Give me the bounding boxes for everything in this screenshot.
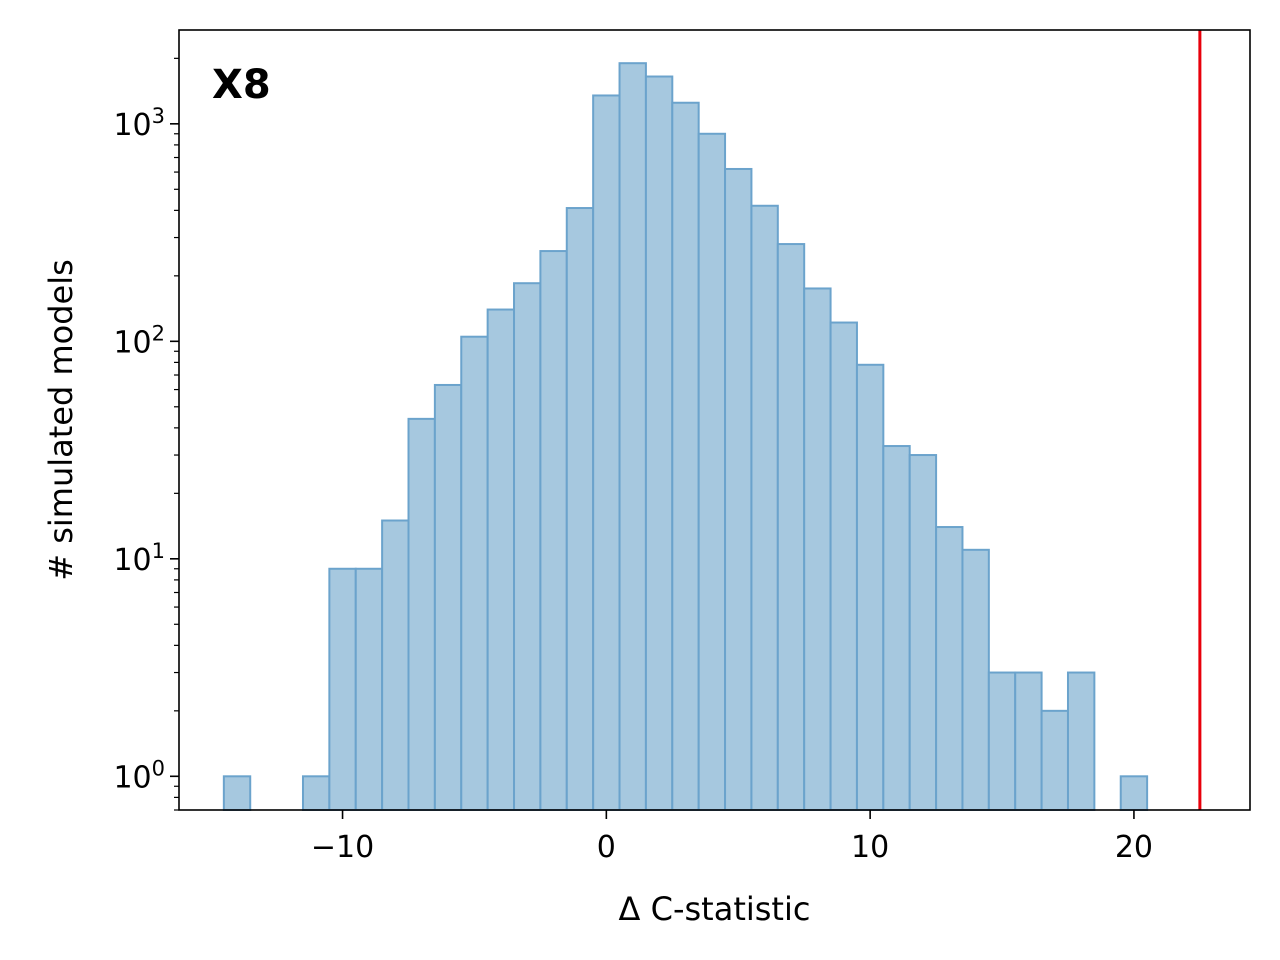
histogram-bar [539, 250, 568, 812]
histogram-bar [328, 567, 357, 811]
histogram-bar [222, 775, 252, 812]
histogram-bar [592, 94, 621, 811]
histogram-bar [644, 75, 674, 811]
histogram-bar [935, 526, 964, 812]
histogram-bar [908, 454, 938, 811]
x-tick-label: −10 [311, 830, 374, 865]
histogram-bars [222, 62, 1149, 812]
x-axis-label: Δ C-statistic [619, 890, 811, 928]
x-tick-label: 20 [1115, 830, 1153, 865]
y-major-ticks: 100 101 102 103 [113, 104, 179, 795]
histogram-bar [750, 204, 779, 811]
histogram-bar [803, 287, 832, 811]
histogram-bar [381, 519, 410, 811]
histogram-bar [987, 671, 1017, 812]
histogram-bar [565, 207, 595, 811]
histogram-bar [433, 383, 463, 811]
histogram-bar [882, 445, 911, 811]
x-tick-label: 10 [851, 830, 889, 865]
histogram-bar [855, 363, 885, 811]
histogram-bar [354, 567, 384, 811]
histogram-bar [1014, 671, 1043, 812]
histogram-bar [829, 321, 858, 811]
histogram-bar [301, 775, 331, 812]
histogram-bar [724, 167, 753, 812]
panel-label: X8 [212, 62, 271, 108]
histogram-bar [671, 101, 700, 812]
histogram-bar [486, 308, 516, 811]
histogram-bar [697, 132, 727, 812]
histogram-bar [1040, 709, 1069, 811]
x-tick-label: 0 [597, 830, 616, 865]
histogram-bar [961, 548, 990, 811]
y-minor-ticks [174, 57, 179, 811]
y-tick-label: 101 [113, 539, 165, 578]
histogram-bar [618, 62, 647, 812]
x-ticks: −10 0 10 20 [311, 810, 1153, 865]
histogram-bar [460, 335, 489, 811]
y-axis-label: # simulated models [42, 259, 80, 581]
y-tick-label: 103 [113, 104, 165, 143]
histogram-bar [776, 243, 806, 812]
histogram-bar [1119, 775, 1149, 812]
y-tick-label: 102 [113, 321, 165, 360]
histogram-bar [407, 417, 436, 811]
y-tick-label: 100 [113, 756, 165, 795]
histogram-bar [513, 282, 542, 811]
plot-frame [178, 29, 1251, 811]
histogram-bar [1066, 671, 1096, 812]
